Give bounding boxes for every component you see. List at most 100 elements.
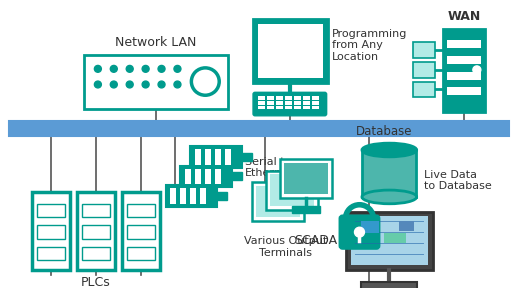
Circle shape bbox=[354, 227, 364, 237]
Bar bbox=[292, 206, 319, 212]
Circle shape bbox=[94, 65, 101, 72]
Bar bbox=[447, 87, 481, 95]
Bar bbox=[294, 106, 301, 109]
Bar bbox=[171, 188, 176, 204]
Bar bbox=[225, 149, 231, 165]
Bar bbox=[284, 163, 328, 194]
Bar bbox=[127, 247, 155, 260]
Bar bbox=[215, 149, 221, 165]
Bar bbox=[215, 168, 221, 184]
Bar bbox=[242, 153, 252, 161]
Bar bbox=[447, 72, 481, 80]
Bar bbox=[285, 96, 292, 100]
Bar bbox=[82, 225, 110, 239]
Bar bbox=[280, 159, 331, 198]
Bar bbox=[195, 149, 201, 165]
Circle shape bbox=[94, 81, 101, 88]
Bar bbox=[447, 40, 481, 48]
Bar bbox=[312, 106, 319, 109]
Ellipse shape bbox=[362, 190, 417, 204]
Text: Database: Database bbox=[356, 125, 412, 138]
Bar bbox=[185, 168, 192, 184]
Bar bbox=[312, 101, 319, 105]
Bar bbox=[447, 56, 481, 64]
Bar bbox=[181, 188, 186, 204]
Bar bbox=[312, 96, 319, 100]
Bar bbox=[258, 106, 265, 109]
Circle shape bbox=[110, 65, 117, 72]
Bar bbox=[205, 168, 211, 184]
Circle shape bbox=[174, 81, 181, 88]
Bar bbox=[200, 188, 206, 204]
Text: Network LAN: Network LAN bbox=[115, 36, 196, 49]
Bar bbox=[191, 188, 196, 204]
Circle shape bbox=[158, 65, 165, 72]
Bar bbox=[82, 247, 110, 260]
Bar bbox=[205, 149, 211, 165]
Bar bbox=[276, 101, 283, 105]
Circle shape bbox=[126, 81, 133, 88]
Circle shape bbox=[142, 81, 149, 88]
Circle shape bbox=[110, 81, 117, 88]
Bar bbox=[191, 146, 242, 168]
Bar bbox=[303, 106, 310, 109]
Bar bbox=[37, 247, 65, 260]
Bar bbox=[253, 19, 328, 83]
Bar bbox=[37, 225, 65, 239]
Bar bbox=[127, 204, 155, 217]
Circle shape bbox=[473, 66, 481, 74]
Bar bbox=[82, 204, 110, 217]
Circle shape bbox=[174, 65, 181, 72]
Bar bbox=[399, 222, 414, 231]
Bar bbox=[258, 96, 265, 100]
FancyBboxPatch shape bbox=[340, 216, 379, 249]
Bar bbox=[217, 192, 227, 200]
Bar bbox=[181, 166, 232, 187]
Bar bbox=[361, 282, 417, 292]
Bar bbox=[258, 101, 265, 105]
Bar bbox=[294, 96, 301, 100]
Text: Live Data
to Database: Live Data to Database bbox=[424, 170, 492, 191]
Bar bbox=[443, 29, 485, 112]
Bar bbox=[32, 192, 70, 270]
Bar bbox=[165, 185, 217, 207]
Text: Various Output
Terminals: Various Output Terminals bbox=[244, 236, 327, 258]
Bar bbox=[350, 217, 428, 265]
Circle shape bbox=[126, 65, 133, 72]
Bar bbox=[413, 81, 435, 97]
Bar bbox=[285, 106, 292, 109]
Text: PLCs: PLCs bbox=[81, 276, 111, 289]
Bar bbox=[84, 55, 228, 109]
Bar bbox=[362, 150, 417, 197]
Bar bbox=[195, 168, 201, 184]
Bar bbox=[294, 101, 301, 105]
Text: Serial to
Ethernet: Serial to Ethernet bbox=[245, 157, 293, 178]
Bar bbox=[127, 225, 155, 239]
Bar bbox=[285, 101, 292, 105]
Circle shape bbox=[142, 65, 149, 72]
Text: Programming
from Any
Location: Programming from Any Location bbox=[331, 29, 407, 62]
Bar bbox=[266, 171, 318, 209]
Bar bbox=[122, 192, 160, 270]
Bar bbox=[267, 106, 274, 109]
Bar bbox=[361, 222, 379, 233]
Bar bbox=[267, 101, 274, 105]
Circle shape bbox=[192, 68, 219, 95]
Bar bbox=[37, 204, 65, 217]
Bar bbox=[232, 173, 242, 180]
Ellipse shape bbox=[362, 143, 417, 157]
Bar bbox=[270, 174, 314, 206]
Bar bbox=[413, 42, 435, 58]
Bar bbox=[256, 186, 300, 217]
Bar bbox=[77, 192, 115, 270]
Bar bbox=[303, 101, 310, 105]
FancyBboxPatch shape bbox=[253, 92, 327, 116]
Text: SCADA: SCADA bbox=[294, 234, 338, 247]
Bar bbox=[346, 212, 433, 270]
Bar bbox=[276, 106, 283, 109]
Circle shape bbox=[158, 81, 165, 88]
Bar bbox=[267, 96, 274, 100]
Bar bbox=[384, 233, 406, 243]
Bar bbox=[252, 182, 304, 222]
Bar bbox=[9, 121, 508, 136]
